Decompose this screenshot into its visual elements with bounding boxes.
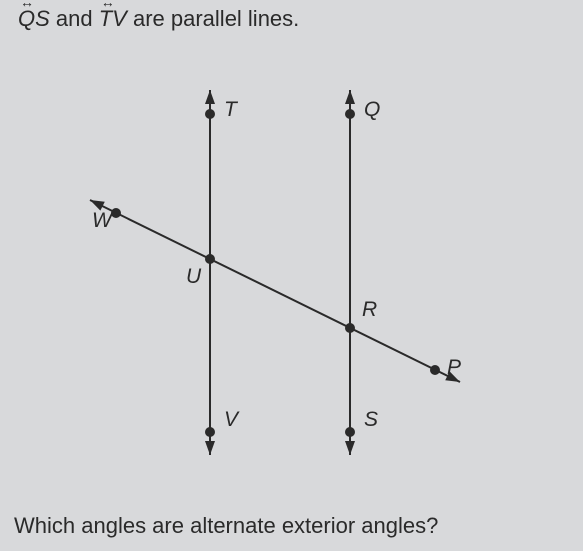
point-label-T: T xyxy=(224,98,237,122)
point-label-V: V xyxy=(224,408,238,432)
statement-rest: are parallel lines. xyxy=(127,6,299,31)
point-label-W: W xyxy=(92,209,112,233)
point-label-Q: Q xyxy=(364,98,380,122)
and-text: and xyxy=(50,6,99,31)
question-text: Which angles are alternate exterior angl… xyxy=(14,513,438,539)
point-label-R: R xyxy=(362,298,377,322)
geometry-diagram: T Q V S W U R P xyxy=(40,60,500,480)
segment-TV: TV xyxy=(99,6,127,32)
point-label-P: P xyxy=(447,356,461,380)
problem-statement: QS and TV are parallel lines. xyxy=(18,6,299,32)
point-label-U: U xyxy=(186,265,201,289)
diagram-svg xyxy=(40,60,500,480)
segment-QS: QS xyxy=(18,6,50,32)
point-label-S: S xyxy=(364,408,378,432)
